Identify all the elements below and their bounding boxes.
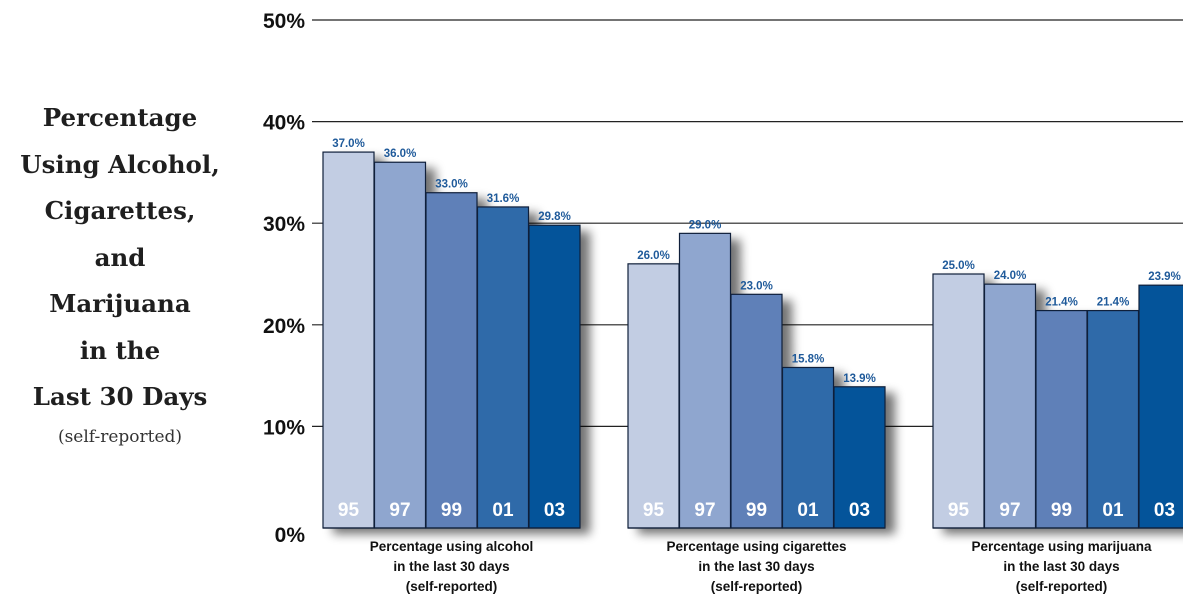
bar-value-label: 24.0% (994, 270, 1027, 282)
chart-subtitle: (self-reported) (57, 426, 183, 447)
bar-value-label: 36.0% (384, 148, 417, 160)
bar-group: 26.0% 95 29.0% 97 23.0% 99 15.8% 01 13.9% 03 Perce… (627, 219, 886, 594)
group-caption-line: Percentage using marijuana (971, 539, 1152, 554)
bar-value-label: 23.0% (740, 280, 773, 292)
bar (678, 232, 732, 529)
group-caption-line: Percentage using alcohol (370, 539, 534, 554)
bar-group: 37.0% 95 36.0% 97 33.0% 99 31.6% 01 29.8% 03 Perce… (322, 138, 581, 594)
bar (476, 206, 530, 529)
bar (322, 151, 375, 529)
bar (983, 283, 1037, 529)
bar-value-label: 21.4% (1045, 297, 1078, 309)
bar-year-label: 95 (948, 500, 970, 521)
bar-year-label: 01 (797, 500, 819, 521)
bar-year-label: 01 (1102, 500, 1124, 521)
bar-value-label: 25.0% (942, 260, 975, 272)
bar-group: 25.0% 95 24.0% 97 21.4% 99 21.4% 01 23.9% 03 Perce… (932, 260, 1183, 594)
group-caption-line: in the last 30 days (1003, 559, 1119, 574)
bar-value-label: 15.8% (792, 353, 825, 365)
group-caption-line: Percentage using cigarettes (666, 539, 846, 554)
y-tick-label: 50% (263, 10, 305, 33)
bar-value-label: 33.0% (435, 179, 468, 191)
y-tick-label: 10% (263, 416, 305, 439)
y-tick-label: 40% (263, 112, 305, 135)
bar-value-label: 37.0% (332, 138, 365, 150)
group-caption-line: (self-reported) (406, 579, 498, 594)
bar-value-label: 13.9% (843, 373, 876, 385)
bar-year-label: 01 (492, 500, 514, 521)
chart-title: Percentage Using Alcohol, Cigarettes, an… (0, 95, 240, 451)
bar-year-label: 99 (746, 500, 767, 521)
bar-year-label: 97 (694, 500, 715, 521)
title-line-4: and (94, 242, 146, 272)
title-line-3: Cigarettes, (44, 196, 196, 225)
title-line-5: Marijuana (49, 289, 191, 318)
bar (730, 293, 783, 529)
bar (425, 192, 478, 529)
bar-year-label: 99 (441, 500, 462, 521)
group-caption-line: in the last 30 days (698, 559, 814, 574)
title-line-6: in the (79, 335, 161, 365)
bar-year-label: 95 (338, 500, 360, 521)
bar-value-label: 21.4% (1097, 297, 1130, 309)
y-tick-label: 0% (275, 524, 306, 547)
bar-year-label: 03 (544, 500, 565, 521)
bar-year-label: 97 (389, 500, 410, 521)
group-caption-line: in the last 30 days (393, 559, 509, 574)
bar-year-label: 99 (1051, 500, 1072, 521)
bar (781, 366, 835, 529)
group-caption-line: (self-reported) (711, 579, 803, 594)
bar-value-label: 31.6% (487, 193, 520, 205)
bar-value-label: 29.8% (538, 211, 571, 223)
bar (528, 224, 581, 529)
bar-value-label: 23.9% (1148, 271, 1181, 283)
bar-year-label: 95 (643, 500, 665, 521)
bar-year-label: 03 (849, 500, 870, 521)
bar (627, 263, 680, 529)
bar (1138, 284, 1183, 529)
bar (373, 161, 427, 529)
bar-year-label: 03 (1154, 500, 1175, 521)
y-axis-ticks: 0% 10% 20% 30% 40% 50% (263, 10, 305, 547)
group-caption-line: (self-reported) (1016, 579, 1108, 594)
bar (1035, 309, 1088, 529)
bar (833, 386, 886, 529)
y-tick-label: 20% (263, 315, 305, 338)
bar-value-label: 26.0% (637, 250, 670, 262)
bar-value-label: 29.0% (689, 219, 722, 231)
y-tick-label: 30% (263, 213, 305, 236)
bar-groups: 37.0% 95 36.0% 97 33.0% 99 31.6% 01 29.8% 03 Perce… (322, 138, 1183, 594)
title-line-1: Percentage (42, 103, 198, 132)
bar (932, 273, 985, 529)
title-line-7: Last 30 Days (32, 382, 208, 411)
title-line-2: Using Alcohol, (20, 149, 220, 179)
bar (1086, 309, 1140, 529)
bar-year-label: 97 (999, 500, 1020, 521)
